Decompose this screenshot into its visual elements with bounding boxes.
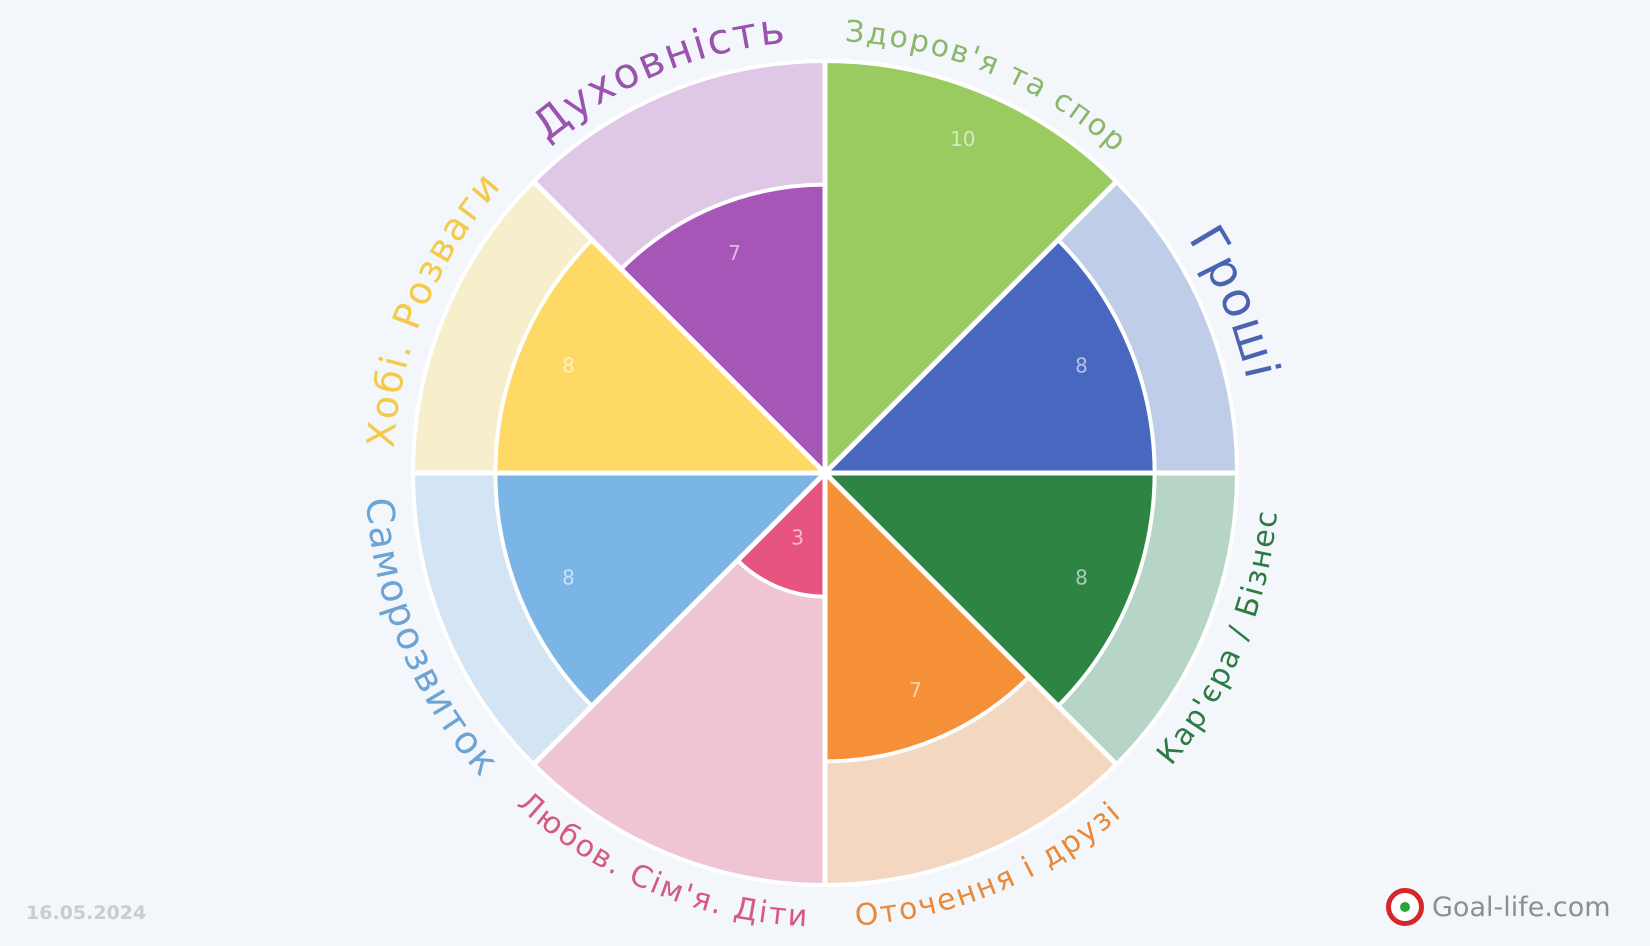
sector-value[interactable] <box>823 468 1032 764</box>
sector-value[interactable] <box>820 471 1157 709</box>
value-label: 8 <box>562 353 575 377</box>
divider-line <box>531 471 827 767</box>
sector-value[interactable] <box>820 237 1157 475</box>
value-label: 3 <box>791 526 804 550</box>
sector-background <box>530 468 827 888</box>
sector-value[interactable] <box>493 237 830 475</box>
divider-lines <box>413 61 1237 885</box>
value-label: 10 <box>950 127 975 151</box>
brand-name: Goal-life.com <box>1432 891 1611 923</box>
value-label: 8 <box>1075 566 1088 590</box>
goal-life-logo-icon <box>1386 888 1424 926</box>
value-labels: 10 8 8 7 3 8 8 7 <box>562 127 1088 702</box>
sector-value[interactable] <box>618 182 827 478</box>
brand[interactable]: Goal-life.com <box>1386 888 1611 926</box>
divider-line <box>823 471 1119 767</box>
value-sectors <box>493 58 1157 764</box>
divider-line <box>823 179 1119 475</box>
value-label: 7 <box>728 241 741 265</box>
value-label: 8 <box>1075 353 1088 377</box>
divider-line <box>531 179 827 475</box>
value-label: 7 <box>909 678 922 702</box>
sector-value[interactable] <box>823 58 1120 478</box>
sector-value[interactable] <box>734 468 827 599</box>
report-date: 16.05.2024 <box>26 902 147 924</box>
value-label: 8 <box>562 566 575 590</box>
sector-value[interactable] <box>493 471 830 709</box>
